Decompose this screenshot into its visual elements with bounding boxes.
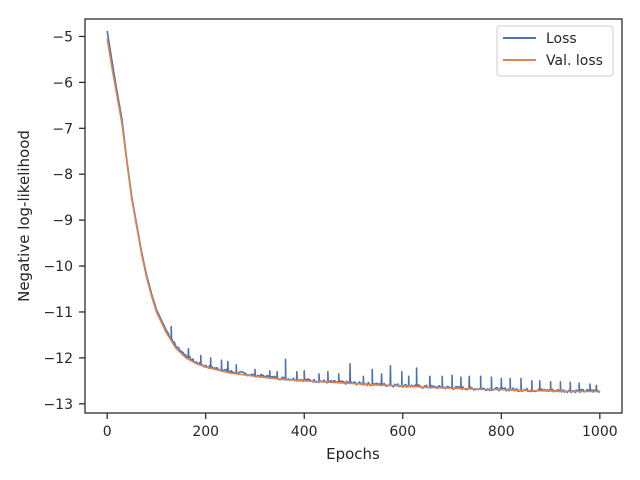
y-tick-label: −9 [52,213,73,229]
x-tick-label: 1000 [582,424,618,440]
y-tick-label: −12 [43,351,73,367]
series-line-val-loss [106,38,600,393]
y-tick-label: −11 [43,305,73,321]
x-tick-label: 0 [103,424,112,440]
y-tick-label: −6 [52,75,73,91]
plot-frame [84,18,623,414]
y-tick-label: −5 [52,29,73,45]
x-tick-label: 600 [389,424,416,440]
legend: Loss Val. loss [496,25,614,77]
y-tick-label: −7 [52,121,73,137]
x-tick-label: 400 [291,424,318,440]
series-layer [106,30,601,394]
y-axis-label: Negative log-likelihood [15,130,33,302]
x-tick-label: 200 [192,424,219,440]
y-tick-label: −13 [43,397,73,413]
x-tick-label: 800 [488,424,515,440]
legend-label-loss: Loss [546,31,577,47]
legend-label-val-loss: Val. loss [546,53,603,69]
ticks-layer: 0 200 400 600 800 1000 −13 −12 −11 −10 −9 −8 −7 −6 −5 [43,29,617,440]
y-tick-label: −8 [52,167,73,183]
series-line-loss [106,30,601,394]
x-axis-label: Epochs [326,445,380,463]
y-tick-label: −10 [43,259,73,275]
